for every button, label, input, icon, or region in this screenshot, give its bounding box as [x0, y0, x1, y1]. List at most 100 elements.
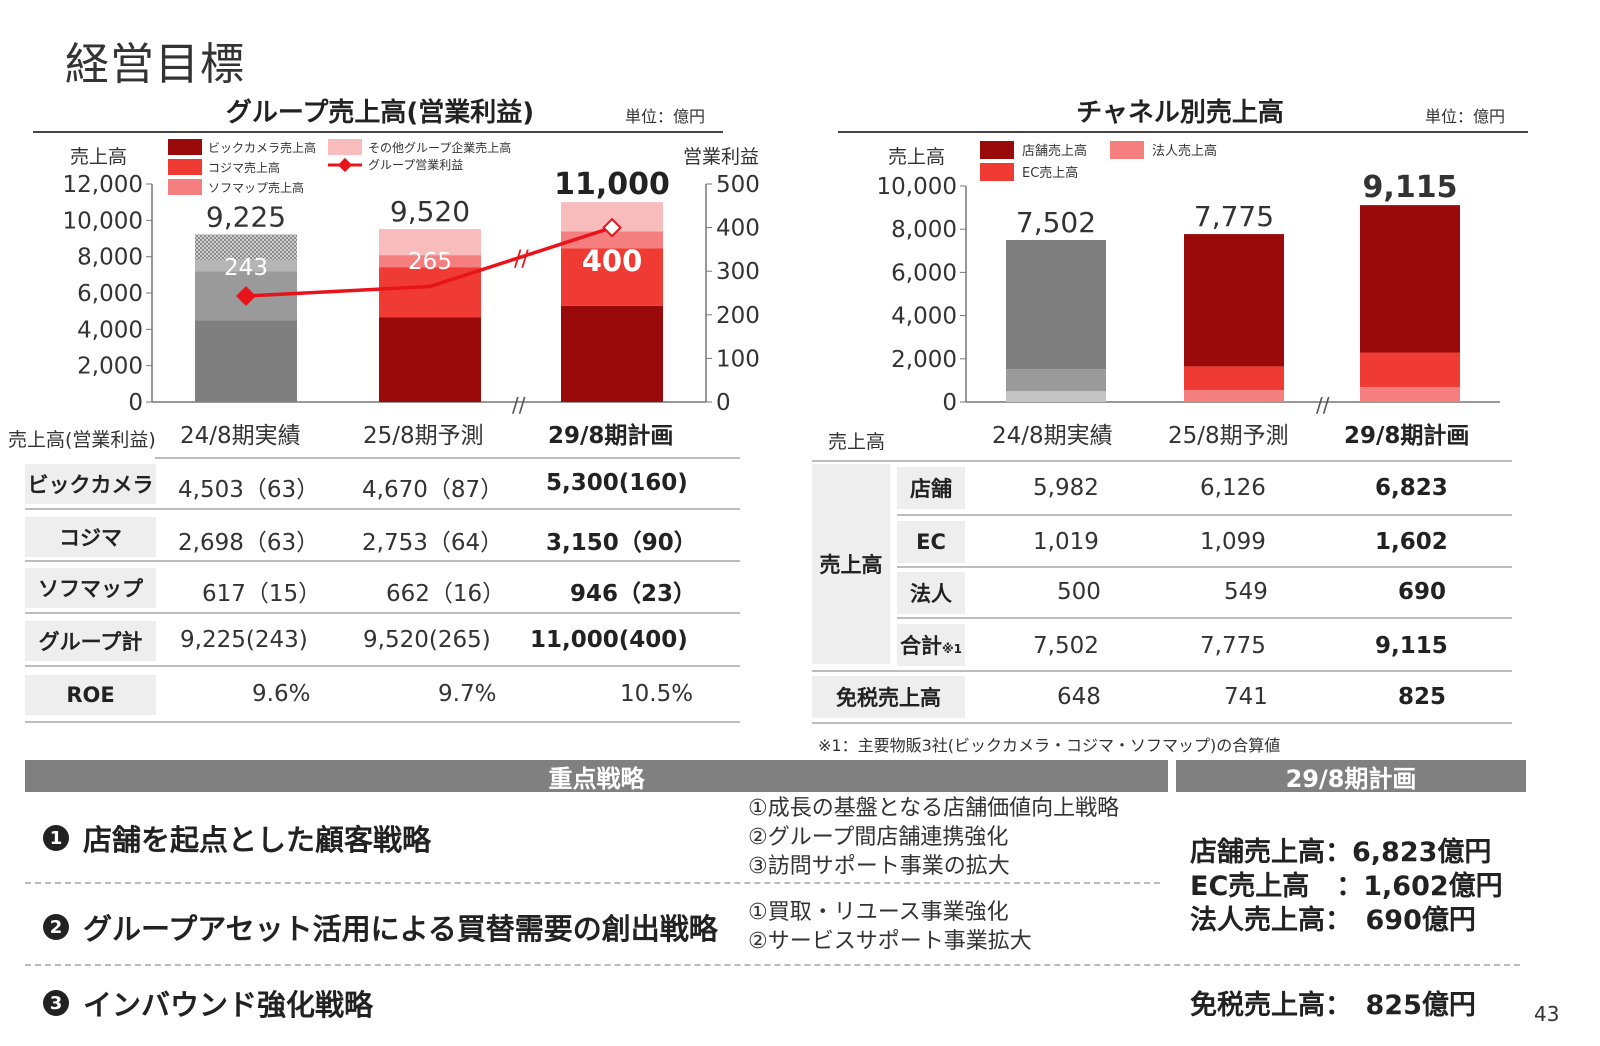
- right-bar-segment: [1006, 239, 1106, 370]
- right-data-labels: 7,502 7,775 9,115: [1016, 170, 1458, 239]
- strategy-header: 重点戦略: [25, 760, 1168, 793]
- right-table-col-3: 29/8期計画: [1344, 423, 1470, 449]
- left-bar-segment: [195, 234, 297, 260]
- cell-bic-24: 4,503（63）: [178, 477, 320, 503]
- strategy-1-sub-3: ③訪問サポート事業の拡大: [748, 854, 1010, 879]
- left-table-rule: [25, 612, 740, 614]
- left-y2-tick-label: 0: [716, 390, 731, 416]
- strategy-1-sub-2: ②グループ間店舗連携強化: [748, 825, 1009, 850]
- cell-sofmap-24: 617（15）: [202, 581, 322, 607]
- left-chart-title: グループ売上高(営業利益): [225, 98, 535, 128]
- cell-roe-25: 9.7%: [438, 681, 497, 707]
- footnote: ※1：主要物販3社(ビックカメラ・コジマ・ソフマップ)の合算値: [818, 736, 1281, 755]
- plan-ec-sales: EC売上高 ：1,602億円: [1190, 871, 1503, 902]
- row-label-sofmap: ソフマップ: [25, 568, 156, 608]
- footnote-mark: ※1: [941, 642, 962, 656]
- right-bar-segment: [1360, 387, 1460, 402]
- left-bar-segment: [195, 259, 297, 272]
- cell-taxfree-25: 741: [1224, 684, 1268, 710]
- left-y-tick-label: 10,000: [63, 208, 143, 234]
- right-table-rule: [812, 722, 1512, 724]
- cell-store-29: 6,823: [1375, 475, 1448, 501]
- row-label-ec: EC: [897, 521, 965, 563]
- right-table-rule: [812, 460, 1512, 462]
- left-profit-line: //: [236, 217, 622, 306]
- right-chart-title: チャネル別売上高: [1076, 98, 1284, 128]
- cell-store-25: 6,126: [1200, 475, 1266, 501]
- left-y-tick-label: 2,000: [77, 354, 143, 380]
- legend-label-other: その他グループ企業売上高: [368, 140, 511, 155]
- row-label-corp: 法人: [897, 572, 965, 614]
- profit-line: [245, 225, 613, 298]
- right-bar-segment: [1006, 391, 1106, 402]
- right-legend: 店舗売上高 EC売上高 法人売上高: [980, 141, 1217, 181]
- legend-label-ec: EC売上高: [1022, 165, 1078, 181]
- row-label-total-text: 合計: [899, 634, 942, 658]
- cell-total-24: 7,502: [1033, 633, 1099, 659]
- legend-swatch-kojima: [168, 159, 202, 175]
- legend-swatch-store: [980, 141, 1014, 159]
- right-table-col-1: 24/8期実績: [992, 423, 1113, 449]
- strategy-1-subs: ①成長の基盤となる店舗価値向上戦略 ②グループ間店舗連携強化 ③訪問サポート事業…: [748, 794, 1119, 881]
- strategy-divider: [25, 964, 1520, 966]
- cell-corp-24: 500: [1057, 579, 1101, 605]
- row-label-store: 店舗: [897, 467, 965, 509]
- row-label-total: 合計 ※1: [897, 624, 965, 666]
- left-bar-total-label: 9,520: [390, 195, 470, 228]
- row-group-label-sales: 売上高: [812, 464, 890, 664]
- cell-bic-29: 5,300(160): [546, 470, 688, 496]
- cell-kojima-29: 3,150（90）: [546, 530, 697, 556]
- left-table-col-1: 24/8期実績: [180, 423, 301, 449]
- strategy-title-3: インバウンド強化戦略: [83, 988, 374, 1022]
- plan-corp-sales: 法人売上高： 690億円: [1190, 905, 1476, 936]
- left-table-col-3: 29/8期計画: [548, 423, 674, 449]
- left-y2-tick-label: 100: [716, 346, 760, 372]
- strategy-2-sub-2: ②サービスサポート事業拡大: [748, 929, 1032, 954]
- strategy-2-sub-1: ①買取・リユース事業強化: [748, 900, 1009, 925]
- strategy-2-subs: ①買取・リユース事業強化 ②サービスサポート事業拡大: [748, 898, 1032, 956]
- left-y2-tick-label: 200: [716, 303, 760, 329]
- cell-corp-29: 690: [1398, 579, 1447, 605]
- right-chart-unit: 単位：億円: [1425, 107, 1506, 126]
- legend-marker-profit: [337, 157, 353, 173]
- strategy-divider: [25, 882, 1160, 884]
- page-title: 経営目標: [65, 39, 245, 90]
- left-y2-axis-label: 営業利益: [683, 146, 759, 168]
- left-legend: ビックカメラ売上高 コジマ売上高 ソフマップ売上高 その他グループ企業売上高 グ…: [168, 139, 511, 195]
- left-bar-segment: [195, 320, 297, 402]
- right-bar-segment: [1184, 390, 1284, 402]
- profit-point: [602, 217, 622, 238]
- right-y-tick-label: 8,000: [891, 217, 957, 243]
- left-y-axis-label: 売上高: [70, 146, 127, 168]
- left-bar-total-label: 11,000: [554, 167, 670, 202]
- right-bars: [1006, 205, 1460, 402]
- cell-total-29: 9,115: [1375, 633, 1448, 659]
- strategy-number-3: 3: [43, 990, 69, 1016]
- strategy-title-1: 店舗を起点とした顧客戦略: [83, 823, 432, 857]
- left-bar-segment: [561, 305, 663, 402]
- left-table-rule: [25, 721, 740, 723]
- plan-header: 29/8期計画: [1176, 760, 1526, 793]
- cell-taxfree-24: 648: [1057, 684, 1101, 710]
- profit-point: [236, 286, 256, 306]
- right-bar-segment: [1184, 234, 1284, 367]
- left-bars: [195, 202, 663, 402]
- cell-total-25: 7,775: [1200, 633, 1266, 659]
- strategy-item-1: 1 店舗を起点とした顧客戦略: [43, 818, 431, 858]
- right-y-tick-label: 10,000: [877, 174, 957, 200]
- cell-group-25: 9,520(265): [363, 627, 491, 653]
- right-bar-segment: [1006, 369, 1106, 392]
- row-label-tax-free: 免税売上高: [812, 676, 965, 718]
- left-table-header-label: 売上高(営業利益): [8, 429, 156, 451]
- right-y-tick-label: 2,000: [891, 347, 957, 373]
- right-table-rule: [897, 514, 1512, 516]
- strategy-1-sub-1: ①成長の基盤となる店舗価値向上戦略: [748, 796, 1120, 821]
- right-chart: 売上高 店舗売上高 EC売上高 法人売上高 0 2,000 4,000 6,000 8,…: [877, 141, 1500, 417]
- right-table-rule: [897, 617, 1512, 619]
- right-y-tick-label: 4,000: [891, 304, 957, 330]
- left-y2-tick-label: 400: [716, 216, 760, 242]
- cell-bic-25: 4,670（87）: [362, 477, 504, 503]
- legend-swatch-ec: [980, 163, 1014, 181]
- left-axis-break: //: [512, 393, 526, 417]
- left-profit-label: 400: [582, 244, 643, 278]
